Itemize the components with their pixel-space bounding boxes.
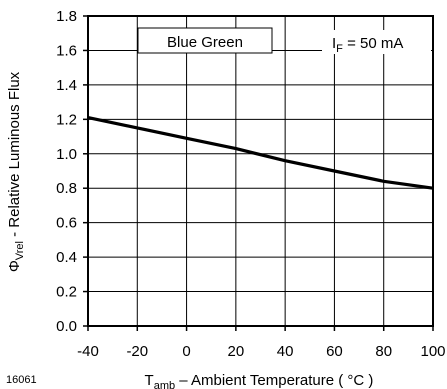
x-tick-label: 100 bbox=[420, 343, 445, 360]
y-tick-label: 0.0 bbox=[56, 318, 77, 335]
plot-frame bbox=[87, 15, 434, 327]
x-tick-label: 20 bbox=[228, 343, 245, 360]
tick-marks bbox=[83, 15, 434, 331]
y-tick-label: 0.4 bbox=[56, 249, 77, 266]
x-tick-label: -40 bbox=[77, 343, 99, 360]
y-tick-label: 1.8 bbox=[56, 8, 77, 25]
legend-label: Blue Green bbox=[167, 34, 243, 51]
x-tick-label: 0 bbox=[182, 343, 190, 360]
x-tick-label: 60 bbox=[326, 343, 343, 360]
y-tick-label: 0.8 bbox=[56, 180, 77, 197]
x-tick-label: -20 bbox=[126, 343, 148, 360]
y-tick-label: 1.4 bbox=[56, 77, 77, 94]
condition-label: IF = 50 mA bbox=[332, 35, 403, 55]
figure-id: 16061 bbox=[6, 374, 37, 386]
condition-box bbox=[322, 30, 431, 54]
y-axis-title: ΦVrel - Relative Luminous Flux bbox=[6, 71, 26, 272]
y-tick-label: 0.2 bbox=[56, 284, 77, 301]
series-line bbox=[87, 116, 434, 190]
grid-lines bbox=[87, 15, 434, 327]
y-tick-label: 1.6 bbox=[56, 42, 77, 59]
y-tick-label: 1.0 bbox=[56, 146, 77, 163]
x-axis-title: Tamb – Ambient Temperature ( °C ) bbox=[145, 372, 374, 389]
y-tick-label: 0.6 bbox=[56, 215, 77, 232]
x-tick-label: 80 bbox=[375, 343, 392, 360]
y-tick-label: 1.2 bbox=[56, 111, 77, 128]
x-tick-labels: -40 -20 0 20 40 60 80 100 bbox=[77, 343, 445, 360]
x-tick-label: 40 bbox=[277, 343, 294, 360]
legend-box bbox=[137, 27, 273, 54]
y-tick-labels: 0.0 0.2 0.4 0.6 0.8 1.0 1.2 1.4 1.6 1.8 bbox=[56, 8, 77, 335]
